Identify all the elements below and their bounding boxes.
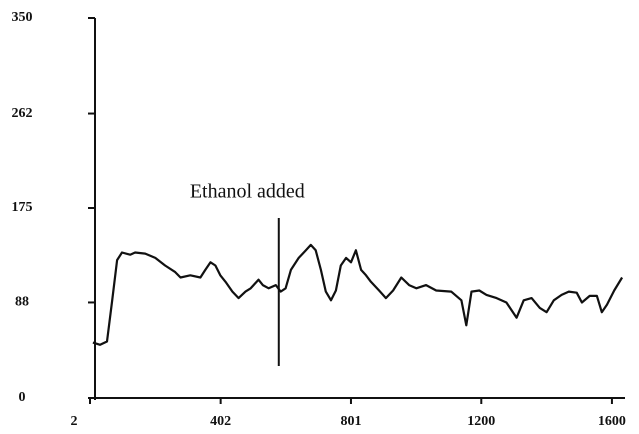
y-tick-label: 175 bbox=[12, 200, 33, 215]
y-tick-label: 88 bbox=[15, 295, 29, 310]
data-line bbox=[92, 243, 624, 346]
x-tick-label: 1600 bbox=[598, 414, 626, 429]
x-tick-label: 801 bbox=[340, 414, 361, 429]
y-tick-label: 350 bbox=[12, 10, 33, 25]
x-tick-label: 402 bbox=[210, 414, 231, 429]
y-tick-label: 0 bbox=[19, 390, 26, 405]
y-tick-label: 262 bbox=[12, 106, 33, 121]
annotation-label: Ethanol added bbox=[190, 181, 305, 203]
x-tick-label: 1200 bbox=[467, 414, 495, 429]
x-tick-label: 2 bbox=[71, 414, 78, 429]
